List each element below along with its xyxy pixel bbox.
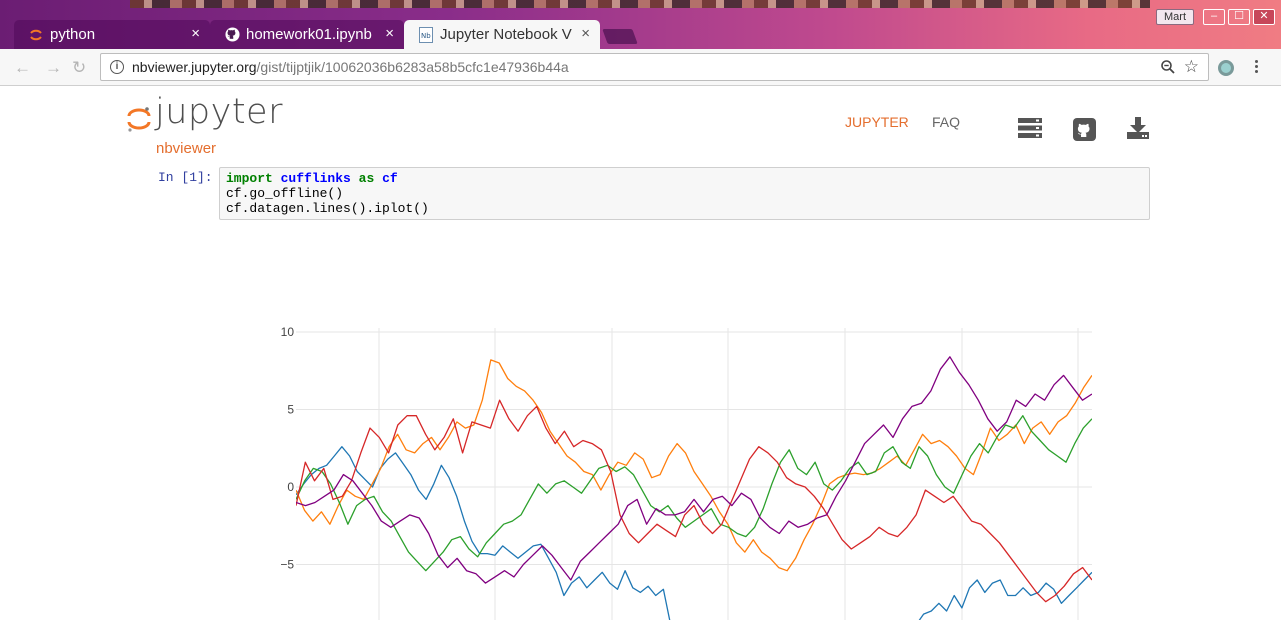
github-icon[interactable]	[1073, 118, 1096, 146]
browser-toolbar: ← → ↻ i nbviewer.jupyter.org /gist/tijpt…	[0, 49, 1281, 86]
jupyter-icon	[28, 27, 44, 43]
series-line-1	[296, 446, 1092, 620]
url-host: nbviewer.jupyter.org	[132, 59, 257, 75]
y-tick-label: 0	[287, 480, 294, 494]
menu-icon[interactable]	[1255, 58, 1261, 75]
nav-link-jupyter[interactable]: JUPYTER	[845, 114, 909, 130]
extension-icon[interactable]	[1218, 60, 1234, 76]
nav-link-faq[interactable]: FAQ	[932, 114, 961, 130]
series-line-3	[296, 415, 1092, 572]
reload-button[interactable]: ↻	[72, 58, 87, 77]
forward-button[interactable]: →	[45, 58, 62, 77]
logo-subtitle: nbviewer	[156, 140, 217, 157]
zoom-out-icon[interactable]	[1160, 59, 1176, 78]
close-icon[interactable]: ×	[581, 25, 590, 42]
jupyter-logo-icon	[127, 106, 151, 139]
code-line-3: cf.datagen.lines().iplot()	[226, 201, 429, 216]
close-icon[interactable]: ×	[191, 25, 200, 42]
code-keyword: as	[358, 171, 375, 186]
code-module: cufflinks	[280, 171, 351, 186]
close-icon[interactable]: ×	[385, 25, 394, 42]
tab-title: homework01.ipynb	[246, 26, 372, 43]
server-icon[interactable]	[1017, 117, 1043, 144]
tab-jupyter-notebook-viewer[interactable]: Nb Jupyter Notebook V ×	[404, 20, 600, 49]
close-window-button[interactable]: ✕	[1253, 9, 1275, 25]
logo-wordmark: jupyter	[155, 92, 283, 132]
y-tick-label: 10	[281, 325, 295, 339]
tab-homework[interactable]: homework01.ipynb ×	[210, 20, 404, 49]
url-path: /gist/tijptjik/10062036b6283a58b5cfc1e47…	[256, 59, 569, 75]
code-cell[interactable]: import cufflinks as cf cf.go_offline() cf.…	[219, 167, 1150, 220]
new-tab-button[interactable]	[602, 29, 638, 44]
background-photo-strip	[130, 0, 1150, 8]
series-line-5	[296, 356, 1092, 584]
line-chart[interactable]: 10 5 0 −5	[270, 314, 1110, 620]
address-bar[interactable]: i nbviewer.jupyter.org /gist/tijptjik/10…	[100, 53, 1209, 81]
nbviewer-page: jupyter nbviewer JUPYTER FAQ In [1]: imp…	[0, 86, 1281, 620]
profile-button[interactable]: Mart	[1156, 9, 1194, 25]
code-line-2: cf.go_offline()	[226, 186, 344, 201]
code-keyword: import	[226, 171, 273, 186]
tab-title: python	[50, 26, 96, 43]
browser-window-frame: python × homework01.ipynb × Nb Jupyter N…	[0, 0, 1281, 86]
tab-python[interactable]: python ×	[14, 20, 210, 49]
y-tick-label: 5	[287, 403, 294, 417]
download-icon[interactable]	[1126, 116, 1150, 145]
code-line-1: import cufflinks as cf	[226, 171, 1143, 186]
y-tick-label: −5	[280, 558, 294, 572]
maximize-button[interactable]: ☐	[1228, 9, 1250, 25]
tab-title: Jupyter Notebook V	[440, 26, 572, 43]
input-prompt: In [1]:	[158, 170, 213, 185]
jupyter-nbviewer-logo[interactable]: jupyter nbviewer	[127, 92, 287, 157]
info-icon[interactable]: i	[110, 60, 124, 74]
github-icon	[224, 27, 240, 43]
minimize-button[interactable]: –	[1203, 9, 1225, 25]
code-alias: cf	[382, 171, 398, 186]
nbviewer-icon: Nb	[418, 26, 434, 43]
series-line-4	[296, 399, 1092, 603]
bookmark-star-icon[interactable]: ☆	[1183, 57, 1199, 76]
svg-text:Nb: Nb	[421, 32, 431, 40]
back-button[interactable]: ←	[14, 58, 31, 77]
